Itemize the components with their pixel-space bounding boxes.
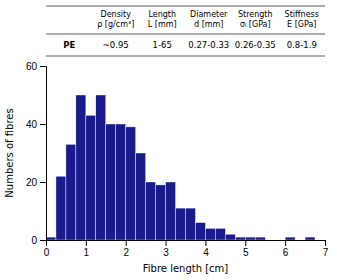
table-header: Densityρ [g/cm³] — [97, 10, 134, 29]
table-header: Diameterd [mm] — [190, 10, 228, 29]
table-header: StiffnessE [GPa] — [285, 10, 319, 29]
histogram-bar — [186, 208, 196, 240]
y-tick-label: 0 — [31, 235, 37, 246]
histogram-bar — [146, 182, 156, 240]
x-tick-label: 1 — [84, 247, 90, 258]
y-tick: 60 — [26, 61, 46, 72]
x-axis-line — [47, 241, 326, 247]
y-axis-line — [40, 67, 47, 241]
histogram-bar — [235, 237, 245, 240]
histogram-bar — [176, 208, 186, 240]
x-tick: 5 — [243, 240, 249, 258]
histogram-bar — [46, 237, 56, 240]
table-cell: 0.8-1.9 — [287, 40, 317, 50]
table-header: LengthL [mm] — [148, 10, 177, 29]
histogram-bar — [295, 240, 305, 241]
histogram-bar — [96, 95, 106, 240]
x-tick-label: 5 — [243, 247, 249, 258]
table-header: Strengthσₗ [GPa] — [238, 10, 273, 29]
x-tick: 2 — [123, 240, 129, 258]
x-tick: 6 — [283, 240, 289, 258]
histogram-bar — [66, 144, 76, 240]
y-tick-label: 60 — [26, 61, 38, 72]
y-tick-mark — [40, 66, 46, 67]
y-tick-label: 40 — [26, 119, 38, 130]
x-tick: 7 — [323, 240, 329, 258]
table: Densityρ [g/cm³] LengthL [mm] Diameterd [m… — [46, 6, 325, 56]
table-cell: 1-65 — [153, 40, 172, 50]
x-tick-mark — [86, 240, 87, 246]
x-tick-mark — [126, 240, 127, 246]
y-tick: 0 — [31, 235, 46, 246]
histogram-bar — [305, 237, 315, 240]
table-rule — [46, 56, 325, 57]
table-rule — [46, 6, 325, 7]
bars — [46, 95, 315, 240]
histogram-bar — [86, 115, 96, 240]
table-rule — [46, 34, 325, 35]
y-tick-mark — [40, 182, 46, 183]
histogram-bar — [275, 240, 285, 241]
chart: Densityρ [g/cm³] LengthL [mm] Diameterd [m… — [0, 0, 337, 280]
chart-container: Densityρ [g/cm³] LengthL [mm] Diameterd [m… — [0, 0, 337, 280]
y-axis-title: Numbers of fibres — [4, 108, 15, 197]
x-tick: 0 — [44, 240, 50, 258]
x-tick: 3 — [163, 240, 169, 258]
x-tick-label: 3 — [163, 247, 169, 258]
x-tick-label: 2 — [123, 247, 129, 258]
histogram-bar — [106, 124, 116, 240]
table-cell: 0.27-0.33 — [188, 40, 229, 50]
x-tick: 4 — [203, 240, 209, 258]
table-cell: 0.26-0.35 — [235, 40, 276, 50]
histogram-bar — [56, 176, 66, 240]
histogram-bar — [195, 223, 205, 240]
histogram-bar — [215, 228, 225, 240]
y-tick: 40 — [26, 119, 46, 130]
histogram-bar — [116, 124, 126, 240]
histogram-bar — [166, 182, 176, 240]
histogram-bar — [225, 234, 235, 240]
histogram-bar — [76, 95, 86, 240]
table-cell: ~0.95 — [103, 40, 129, 50]
y-tick-label: 20 — [26, 177, 38, 188]
x-axis: 0 1 2 3 4 5 6 7 — [44, 240, 329, 258]
x-tick-mark — [166, 240, 167, 246]
x-axis-title: Fibre length [cm] — [143, 263, 229, 274]
histogram-bar — [156, 185, 166, 240]
histogram-bar — [255, 237, 265, 240]
x-tick-mark — [205, 240, 206, 246]
x-tick-mark — [245, 240, 246, 246]
x-tick-label: 0 — [44, 247, 50, 258]
histogram-bar — [265, 240, 275, 241]
x-tick-mark — [325, 240, 326, 246]
histogram-bar — [205, 228, 215, 240]
x-tick: 1 — [84, 240, 90, 258]
y-tick-mark — [40, 240, 46, 241]
histogram-bar — [245, 237, 255, 240]
x-tick-mark — [285, 240, 286, 246]
y-tick-mark — [40, 124, 46, 125]
x-tick-label: 4 — [203, 247, 209, 258]
x-tick-label: 7 — [323, 247, 329, 258]
y-tick: 20 — [26, 177, 46, 188]
table-row-label: PE — [63, 40, 75, 50]
histogram-bar — [136, 153, 146, 240]
histogram-bar — [126, 127, 136, 240]
y-axis: 0 20 40 60 — [26, 61, 47, 246]
x-tick-label: 6 — [283, 247, 289, 258]
histogram-bar — [285, 237, 295, 240]
